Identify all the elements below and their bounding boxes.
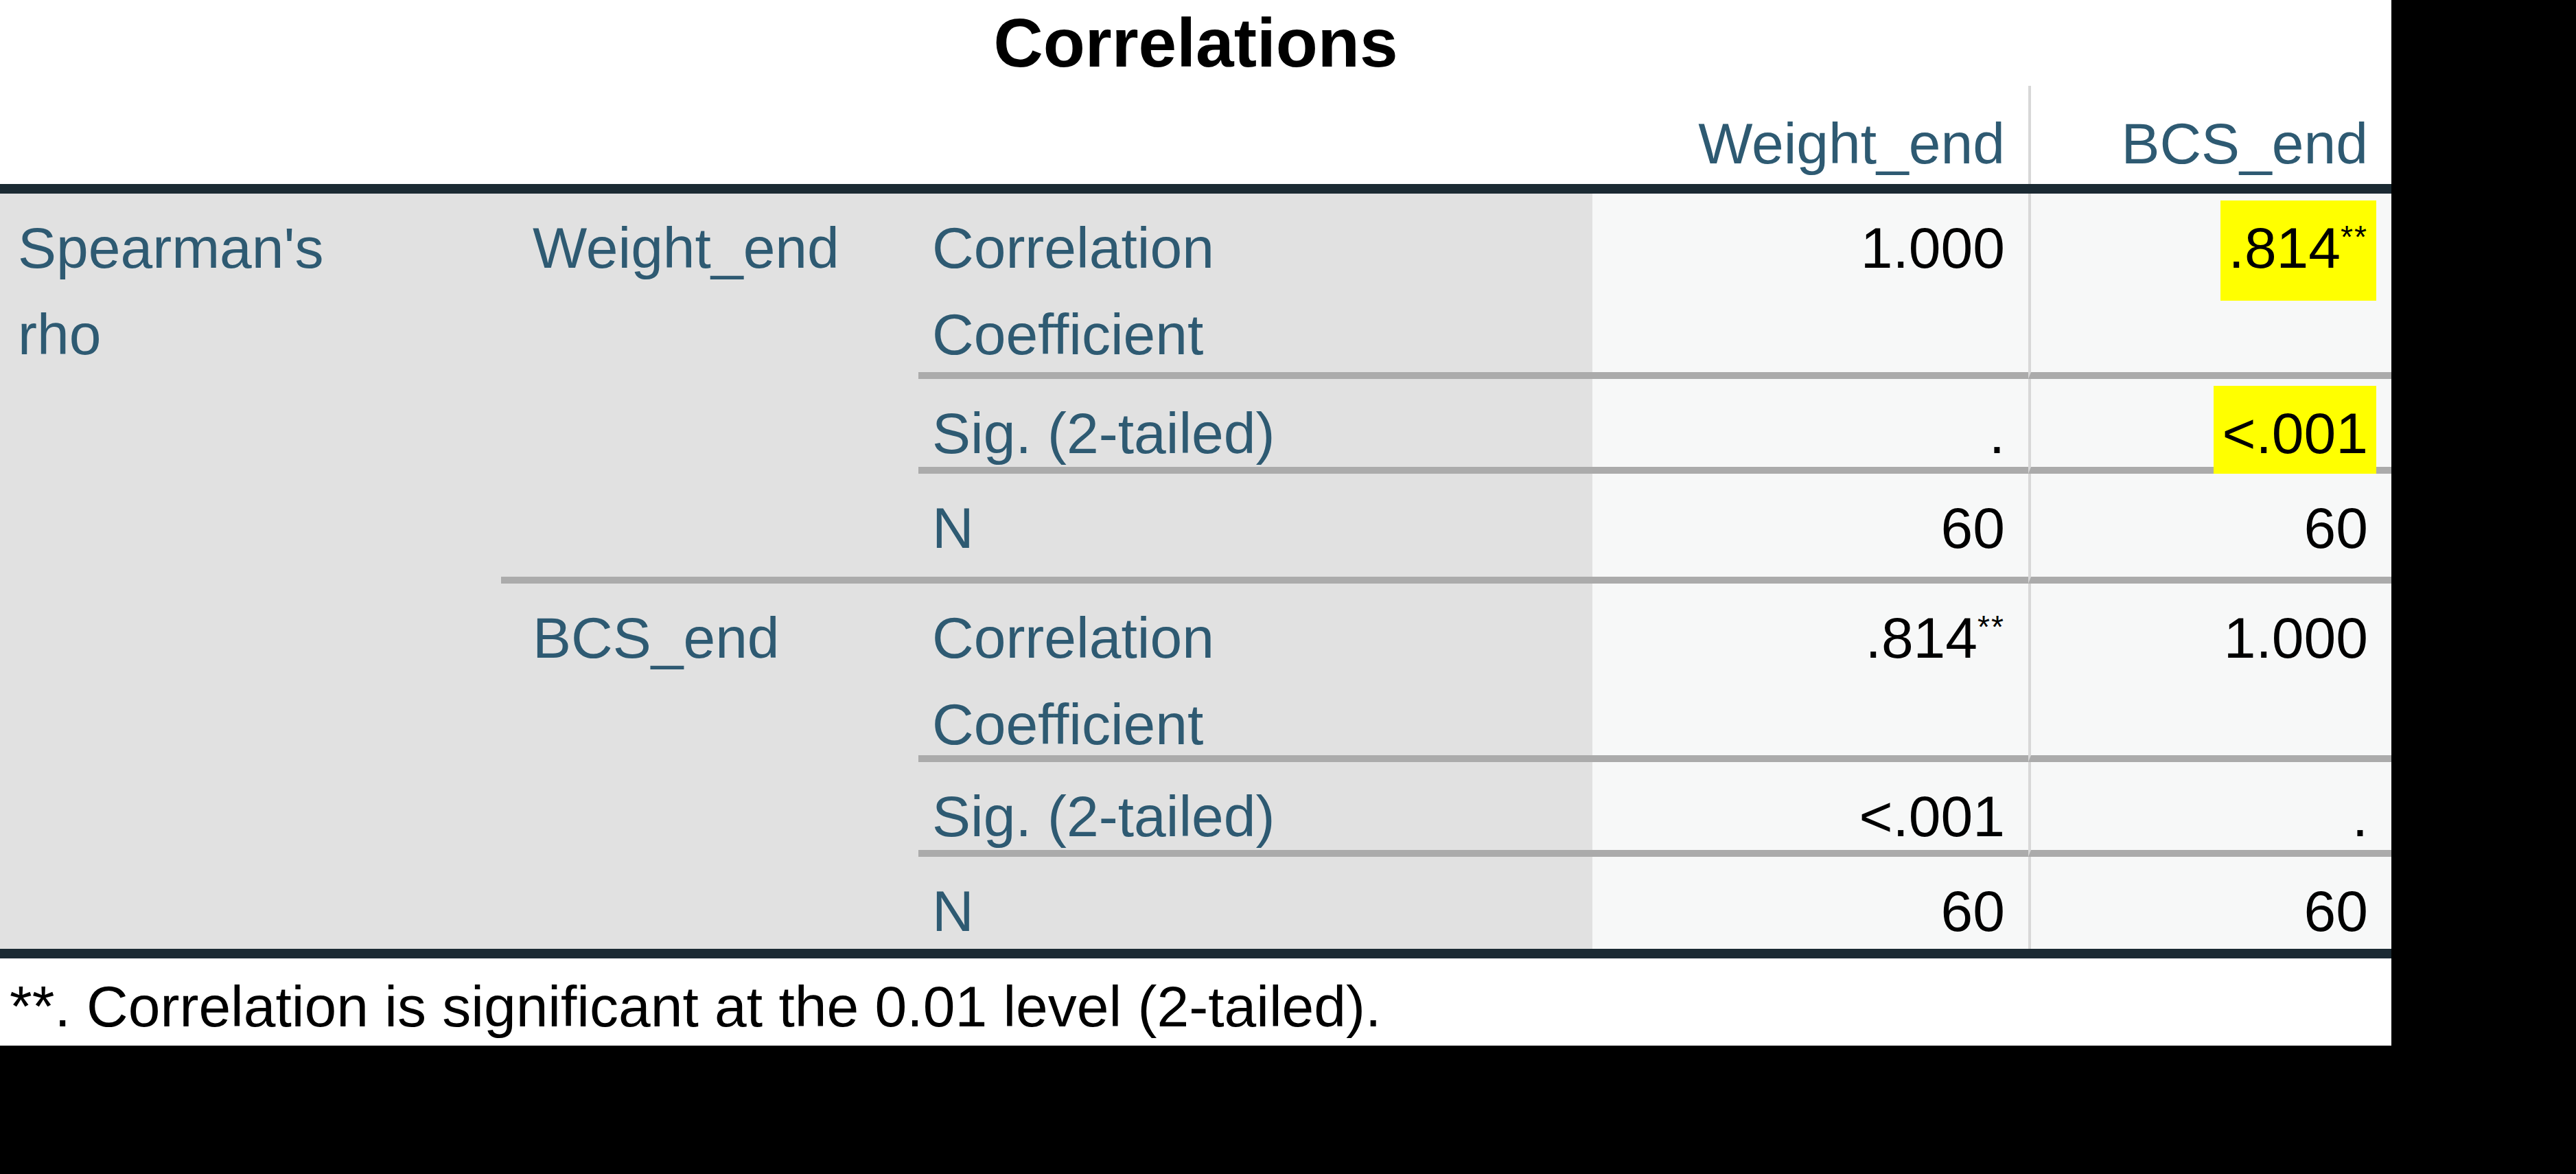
stat-label-correlation-coefficient: Correlation Coefficient xyxy=(918,194,1592,379)
row-group-label: Spearman's rho xyxy=(0,194,501,949)
value-weight-bcs-coef-highlighted: .814** xyxy=(2028,194,2391,379)
stat-label-sig-2-tailed: Sig. (2-tailed) xyxy=(918,379,1592,474)
column-header-bcs-end: BCS_end xyxy=(2028,86,2391,184)
canvas: { "title": "Correlations", "col_headers"… xyxy=(0,0,2576,1174)
highlight-box: <.001 xyxy=(2214,386,2376,486)
value-bcs-weight-n: 60 xyxy=(1592,857,2028,949)
value-bcs-bcs-n: 60 xyxy=(2028,857,2391,949)
significance-asterisks: ** xyxy=(1977,609,2005,645)
value-weight-weight-coef: 1.000 xyxy=(1592,194,2028,379)
stat-label-correlation-coefficient: Correlation Coefficient xyxy=(918,584,1592,762)
value-weight-bcs-sig-highlighted: <.001 xyxy=(2028,379,2391,474)
value-bcs-bcs-coef: 1.000 xyxy=(2028,584,2391,762)
stat-label-n: N xyxy=(918,857,1592,949)
variable-label-weight-end: Weight_end xyxy=(501,194,918,584)
value-bcs-bcs-sig: . xyxy=(2028,762,2391,857)
column-header-weight-end: Weight_end xyxy=(1592,86,2028,184)
stat-label-n: N xyxy=(918,474,1592,584)
significance-asterisks: ** xyxy=(2341,219,2368,255)
variable-label-bcs-end: BCS_end xyxy=(501,584,918,949)
value-bcs-weight-sig: <.001 xyxy=(1592,762,2028,857)
table-footnote: **. Correlation is significant at the 0.… xyxy=(0,958,2391,1046)
value-bcs-weight-coef: .814** xyxy=(1592,584,2028,762)
value-weight-bcs-n: 60 xyxy=(2028,474,2391,584)
value-weight-weight-n: 60 xyxy=(1592,474,2028,584)
table-title: Correlations xyxy=(0,0,2391,86)
table-bottom-border xyxy=(0,949,2391,958)
header-stub-spacer xyxy=(0,86,1592,184)
value-weight-weight-sig: . xyxy=(1592,379,2028,474)
correlations-table: Correlations Weight_end BCS_end Spearman… xyxy=(0,0,2391,1046)
highlight-box: .814** xyxy=(2220,200,2376,301)
stat-label-sig-2-tailed: Sig. (2-tailed) xyxy=(918,762,1592,857)
header-bottom-border xyxy=(0,184,2391,194)
row-group-label-text: Spearman's rho xyxy=(18,205,375,378)
